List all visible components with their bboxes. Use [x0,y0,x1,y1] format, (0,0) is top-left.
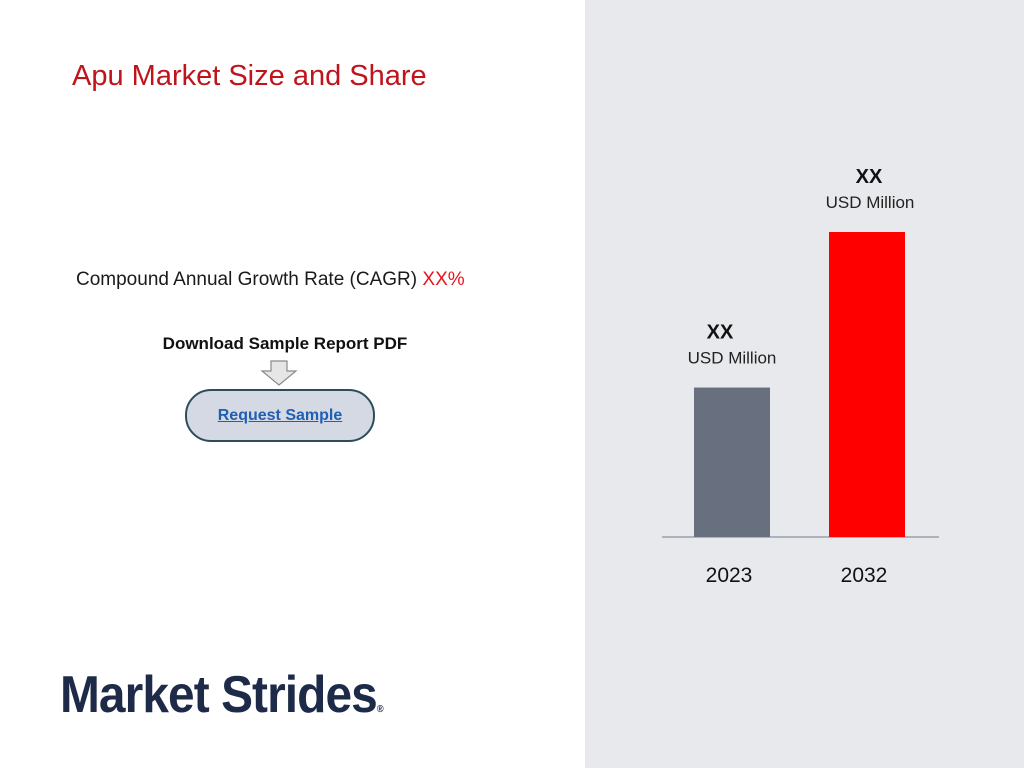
x-tick-label: 2023 [706,564,753,587]
bar-value-label: XX [707,322,734,344]
right-panel: XX USD Million 2023 XX USD Million 2032 [585,0,1024,768]
registered-mark: ® [376,704,384,715]
left-panel: Apu Market Size and Share Compound Annua… [60,60,465,725]
cagr-line: Compound Annual Growth Rate (CAGR) XX% [76,269,465,291]
down-arrow-icon [260,360,298,386]
market-strides-logo: Market Strides® [60,665,384,725]
bar-2032 [829,232,905,537]
cagr-value: XX% [422,269,465,290]
bar-2023 [694,387,770,537]
request-sample-link[interactable]: Request Sample [217,406,343,424]
bar-value-label: XX [856,166,883,188]
page-title: Apu Market Size and Share [72,60,427,92]
x-tick-label: 2032 [841,564,888,587]
bar-unit-label: USD Million [826,193,915,212]
download-label: Download Sample Report PDF [162,334,408,353]
bar-chart: XX USD Million 2023 XX USD Million 2032 [662,166,939,587]
logo-text: Market Strides [60,666,378,724]
cagr-label: Compound Annual Growth Rate (CAGR) [76,269,418,290]
request-sample-button[interactable]: Request Sample [185,389,375,442]
bar-unit-label: USD Million [688,349,777,368]
